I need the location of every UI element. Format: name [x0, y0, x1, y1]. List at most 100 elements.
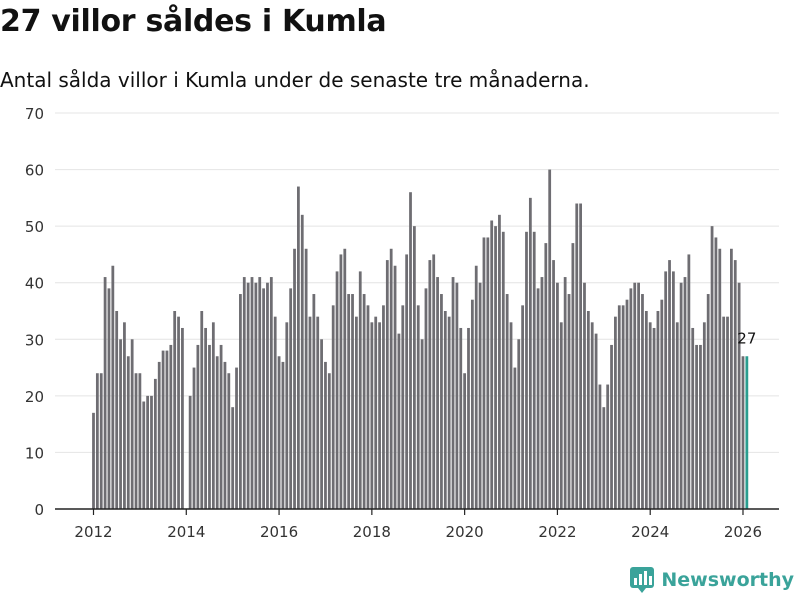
bar	[656, 311, 660, 509]
bar	[440, 294, 443, 509]
bar	[683, 277, 687, 509]
bar	[119, 339, 122, 509]
bar	[300, 214, 304, 509]
bar	[474, 265, 478, 509]
bar	[409, 192, 412, 509]
bar	[614, 316, 617, 509]
bar	[355, 316, 358, 509]
bar	[281, 361, 285, 509]
bar	[617, 305, 621, 509]
bar	[196, 344, 200, 509]
bar	[343, 248, 347, 509]
bar	[138, 373, 142, 509]
bar	[200, 311, 204, 509]
bar	[737, 282, 741, 509]
bar	[99, 373, 103, 509]
bar	[397, 333, 401, 509]
bar	[327, 373, 331, 509]
bar	[405, 254, 409, 509]
bar	[204, 327, 207, 509]
bar	[505, 294, 509, 509]
x-tick-label: 2014	[167, 523, 205, 541]
bar	[335, 271, 339, 509]
bar	[532, 231, 536, 510]
bar	[254, 282, 258, 509]
bar	[389, 248, 393, 509]
y-tick-label: 70	[25, 105, 44, 123]
bar	[211, 322, 215, 509]
x-tick-label: 2022	[538, 523, 576, 541]
x-tick-label: 2026	[724, 523, 762, 541]
bar	[362, 294, 366, 509]
bar	[513, 367, 517, 509]
bar	[544, 243, 548, 510]
bar	[293, 248, 296, 509]
bar	[192, 367, 196, 509]
bar	[525, 231, 528, 510]
bar	[157, 361, 161, 509]
bar	[521, 305, 525, 509]
bar	[219, 344, 223, 509]
bar	[602, 407, 606, 509]
bar	[153, 378, 157, 509]
bar	[227, 373, 231, 509]
bar	[455, 282, 459, 509]
bar	[242, 277, 246, 509]
bar	[177, 316, 180, 509]
bar	[714, 237, 718, 509]
bar	[436, 277, 439, 509]
bar	[250, 277, 254, 509]
bar	[126, 356, 130, 509]
bar	[173, 311, 177, 509]
bar	[370, 322, 374, 509]
bar	[528, 197, 532, 510]
bar	[401, 305, 405, 509]
bar	[556, 282, 559, 509]
bar	[695, 344, 698, 509]
bar	[95, 373, 99, 509]
bar	[358, 271, 362, 509]
bar	[575, 203, 579, 509]
bar	[467, 327, 470, 509]
bar	[633, 282, 637, 509]
bar	[548, 169, 552, 509]
bar	[447, 316, 451, 509]
brand-name: Newsworthy	[661, 569, 794, 591]
bar	[559, 322, 563, 509]
bar	[459, 327, 463, 509]
bar	[378, 322, 381, 509]
bar	[374, 316, 378, 509]
y-tick-label: 0	[34, 501, 44, 519]
bar	[428, 260, 432, 509]
chart-title: 27 villor såldes i Kumla	[0, 4, 387, 39]
bar	[718, 248, 722, 509]
bar	[316, 316, 320, 509]
newsworthy-logo[interactable]: Newsworthy	[629, 566, 794, 594]
bar	[478, 282, 482, 509]
bar	[672, 271, 675, 509]
bar	[687, 254, 691, 509]
bar	[412, 226, 416, 509]
bar	[339, 254, 343, 509]
bar	[668, 260, 671, 509]
y-tick-label: 60	[25, 162, 44, 180]
bar	[579, 203, 582, 509]
bar	[679, 282, 683, 509]
x-tick-label: 2024	[631, 523, 669, 541]
bar	[652, 327, 656, 509]
bar	[103, 277, 107, 509]
bar	[239, 294, 242, 509]
bar	[312, 294, 316, 509]
bar	[169, 344, 173, 509]
bar	[382, 305, 385, 509]
bar	[308, 316, 312, 509]
bar	[730, 248, 733, 509]
bar	[223, 361, 227, 509]
y-tick-label: 40	[25, 275, 44, 293]
bar	[644, 311, 648, 509]
bar	[366, 305, 370, 509]
bar	[594, 333, 598, 509]
bar	[691, 327, 695, 509]
bar	[536, 288, 540, 509]
bar	[625, 299, 629, 509]
